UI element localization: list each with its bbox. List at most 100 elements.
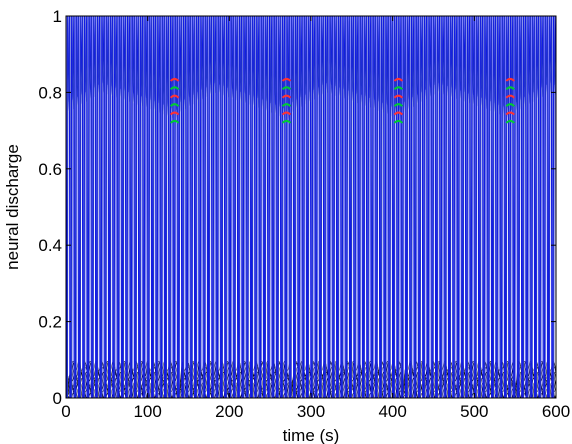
pulse-trace [179, 16, 183, 398]
marker [169, 94, 180, 99]
marker [505, 111, 515, 116]
pulse-trace [97, 16, 102, 398]
x-tick-label: 100 [133, 402, 161, 421]
pulse-trace [187, 16, 192, 398]
x-tick-label: 300 [297, 402, 325, 421]
pulse-trace [532, 16, 536, 398]
plot-area [66, 16, 556, 398]
pulse-trace [553, 16, 556, 398]
pulse-trace [140, 16, 145, 398]
pulse-trace [372, 16, 377, 398]
pulse-trace [407, 16, 411, 398]
pulse-trace [519, 16, 523, 398]
y-tick-label: 1 [53, 7, 62, 26]
marker [169, 86, 180, 91]
marker [505, 103, 515, 107]
marker [505, 119, 515, 124]
y-tick-label: 0 [53, 389, 62, 408]
x-tick-label: 500 [460, 402, 488, 421]
pulse-trace [84, 16, 89, 398]
pulse-trace [488, 16, 493, 398]
pulse-trace [351, 16, 355, 398]
pulse-trace [278, 16, 282, 398]
pulse-trace [295, 16, 300, 398]
pulse-trace [153, 16, 158, 398]
pulse-trace [166, 16, 170, 398]
x-tick-label: 400 [378, 402, 406, 421]
x-tick-label: 600 [542, 402, 570, 421]
pulse-trace [471, 16, 476, 398]
marker [393, 77, 404, 82]
pulse-trace [101, 16, 106, 398]
marker [281, 77, 292, 82]
pulse-trace [303, 16, 308, 398]
marker [281, 119, 292, 124]
y-tick-label: 0.2 [38, 313, 62, 332]
x-axis: 0 100 200 300 400 500 600 [61, 16, 570, 421]
pulse-trace [381, 16, 386, 398]
pulse-trace [437, 16, 442, 398]
pulse-trace [415, 16, 420, 398]
pulse-trace [127, 16, 132, 398]
pulse-trace [75, 16, 80, 398]
marker [281, 111, 292, 116]
pulse-trace [291, 16, 295, 398]
pulse-trace [269, 16, 274, 398]
marker [393, 111, 404, 116]
pulse-trace [149, 16, 153, 398]
pulse-trace [390, 16, 394, 398]
marker [505, 94, 515, 99]
x-axis-label: time (s) [283, 426, 340, 444]
pulse-trace [467, 16, 472, 398]
pulse-trace [544, 16, 549, 398]
y-axis: 0 0.2 0.4 0.6 0.8 1 [38, 7, 556, 408]
pulse-trace [321, 16, 325, 398]
y-tick-label: 0.6 [38, 160, 62, 179]
pulse-trace [217, 16, 222, 398]
marker [393, 103, 404, 107]
pulse-trace [299, 16, 304, 398]
pulse-trace [157, 16, 162, 398]
pulse-trace [80, 16, 84, 398]
marker [281, 103, 292, 107]
pulse-trace [364, 16, 368, 398]
pulse-trace [411, 16, 416, 398]
pulse-trace [484, 16, 489, 398]
y-axis-label: neural discharge [3, 144, 22, 270]
pulse-trace [239, 16, 244, 398]
pulse-trace [256, 16, 261, 398]
pulse-trace [523, 16, 528, 398]
marker [169, 77, 180, 82]
x-tick-label: 0 [61, 402, 70, 421]
pulse-trace [196, 16, 201, 398]
pulse-trace [192, 16, 196, 398]
pulse-trace [131, 16, 136, 398]
pulse-trace [463, 16, 467, 398]
pulse-trace [355, 16, 360, 398]
pulse-trace [527, 16, 532, 398]
marker [281, 86, 292, 91]
pulse-trace [161, 16, 166, 398]
marker [393, 86, 404, 91]
pulse-trace [385, 16, 390, 398]
pulse-trace [402, 16, 407, 398]
pulse-trace [106, 16, 110, 398]
marker [505, 77, 515, 82]
y-tick-label: 0.8 [38, 83, 62, 102]
pulse-trace [243, 16, 248, 398]
pulse-trace [308, 16, 312, 398]
pulse-trace [67, 16, 71, 398]
pulse-trace [441, 16, 446, 398]
pulse-trace [329, 16, 334, 398]
marker [169, 111, 180, 116]
pulse-trace [501, 16, 506, 398]
marker [393, 94, 404, 99]
pulse-trace [71, 16, 76, 398]
pulse-trace [480, 16, 485, 398]
pulse-trace [248, 16, 252, 398]
pulse-trace [493, 16, 498, 398]
marker [169, 119, 180, 124]
pulse-trace [325, 16, 330, 398]
x-tick-label: 200 [215, 402, 243, 421]
